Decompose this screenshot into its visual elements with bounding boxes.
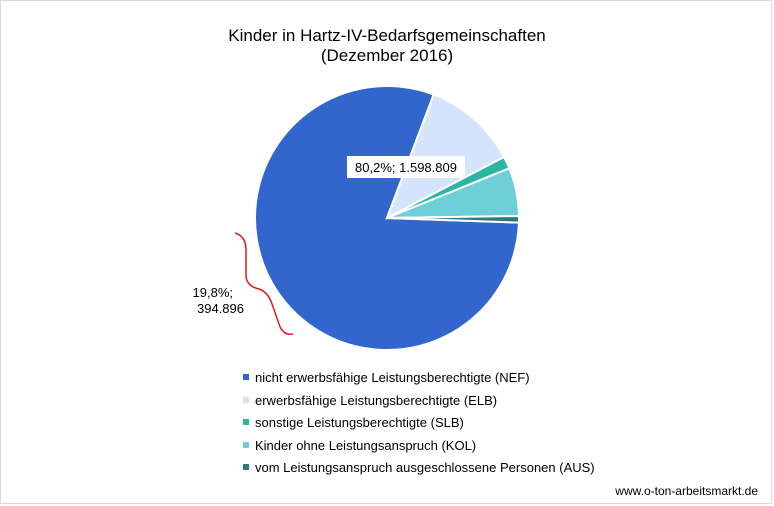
chart-subtitle: (Dezember 2016) xyxy=(320,46,454,65)
main-data-label-text: 80,2%; 1.598.809 xyxy=(355,160,457,175)
legend-label-nef: nicht erwerbsfähige Leistungsberechtigte… xyxy=(255,370,530,385)
main-data-label-box xyxy=(347,156,465,178)
legend-item-nef: nicht erwerbsfähige Leistungsberechtigte… xyxy=(243,369,595,392)
chart-title: Kinder in Hartz-IV-Bedarfsgemeinschaften xyxy=(228,26,546,45)
legend-label-slb: sonstige Leistungsberechtigte (SLB) xyxy=(255,415,464,430)
legend-label-aus: vom Leistungsanspruch ausgeschlossene Pe… xyxy=(255,460,595,475)
legend-item-slb: sonstige Leistungsberechtigte (SLB) xyxy=(243,414,595,437)
legend-item-kol: Kinder ohne Leistungsanspruch (KOL) xyxy=(243,437,595,460)
legend-swatch-elb xyxy=(243,396,249,403)
legend: nicht erwerbsfähige Leistungsberechtigte… xyxy=(243,369,595,482)
legend-swatch-slb xyxy=(243,419,249,425)
legend-swatch-nef xyxy=(243,374,249,380)
legend-label-elb: erwerbsfähige Leistungsberechtigte (ELB) xyxy=(255,392,498,408)
legend-swatch-kol xyxy=(243,441,249,448)
legend-item-elb: erwerbsfähige Leistungsberechtigte (ELB) xyxy=(243,392,595,415)
legend-swatch-aus xyxy=(243,464,249,470)
group-bracket xyxy=(234,232,294,336)
pie-slice-aus xyxy=(386,214,520,224)
legend-label-kol: Kinder ohne Leistungsanspruch (KOL) xyxy=(255,437,477,453)
group-label-count: 394.896 xyxy=(197,301,244,316)
legend-item-aus: vom Leistungsanspruch ausgeschlossene Pe… xyxy=(243,459,595,482)
pie-slices xyxy=(254,85,520,351)
source-credit: www.o-ton-arbeitsmarkt.de xyxy=(615,484,758,498)
main-data-label: 80,2%; 1.598.809 xyxy=(347,156,465,178)
group-label-percent: 19,8%; xyxy=(193,285,233,300)
